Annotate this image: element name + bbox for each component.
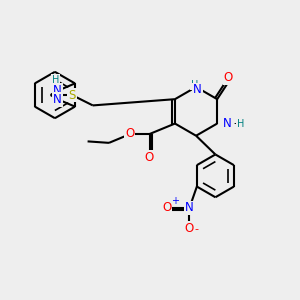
Text: N: N <box>193 83 202 97</box>
Text: N: N <box>223 117 232 130</box>
Text: O: O <box>162 202 172 214</box>
Text: N: N <box>185 202 194 214</box>
Text: H: H <box>237 118 244 128</box>
Text: +: + <box>171 196 178 206</box>
Text: O: O <box>224 71 233 84</box>
Text: N: N <box>53 93 62 106</box>
Text: H: H <box>191 80 198 90</box>
Text: H: H <box>52 75 60 85</box>
Text: O: O <box>145 151 154 164</box>
Text: N: N <box>53 84 62 97</box>
Text: O: O <box>185 222 194 235</box>
Text: S: S <box>68 88 76 101</box>
Text: O: O <box>125 127 134 140</box>
Text: -: - <box>233 117 238 130</box>
Text: -: - <box>194 224 198 234</box>
